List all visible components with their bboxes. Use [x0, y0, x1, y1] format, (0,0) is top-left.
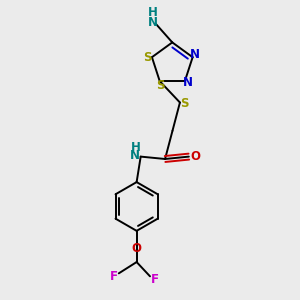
Text: S: S	[156, 79, 165, 92]
Text: F: F	[151, 273, 159, 286]
Text: H: H	[147, 6, 157, 19]
Text: O: O	[190, 150, 200, 163]
Text: S: S	[143, 51, 152, 64]
Text: N: N	[147, 16, 158, 29]
Text: N: N	[190, 48, 200, 61]
Text: N: N	[183, 76, 193, 89]
Text: H: H	[130, 141, 140, 154]
Text: S: S	[180, 97, 189, 110]
Text: F: F	[110, 270, 117, 284]
Text: O: O	[132, 242, 142, 255]
Text: N: N	[130, 149, 140, 162]
